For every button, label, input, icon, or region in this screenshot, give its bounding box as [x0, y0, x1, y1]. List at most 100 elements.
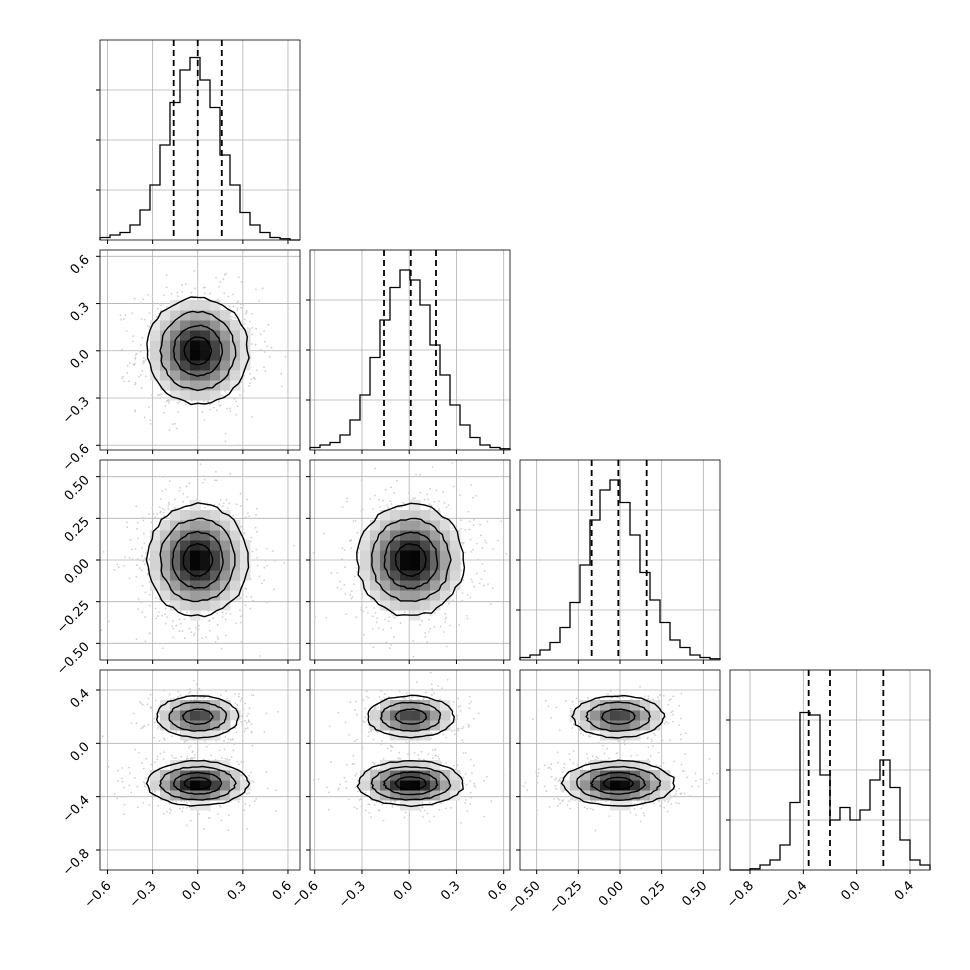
- scatter-point: [259, 655, 262, 657]
- scatter-point: [398, 690, 401, 693]
- density-cell: [180, 540, 191, 551]
- density-cell: [160, 530, 171, 541]
- scatter-point: [155, 699, 157, 702]
- scatter-point: [224, 736, 227, 738]
- scatter-point: [141, 337, 144, 339]
- scatter-point: [253, 800, 256, 802]
- scatter-point: [353, 583, 355, 586]
- density-cell: [170, 300, 181, 311]
- scatter-point: [139, 559, 142, 562]
- scatter-point: [176, 427, 178, 430]
- scatter-point: [462, 725, 465, 728]
- scatter-point: [145, 777, 147, 780]
- contour-line: [183, 336, 213, 366]
- density-cell: [170, 570, 181, 581]
- scatter-point: [180, 800, 183, 803]
- scatter-point: [372, 738, 375, 741]
- scatter-point: [202, 758, 205, 761]
- density-cell: [220, 560, 231, 571]
- scatter-point: [469, 803, 472, 805]
- scatter-point: [471, 581, 474, 583]
- scatter-point: [163, 737, 166, 740]
- scatter-point: [264, 370, 267, 372]
- scatter-point: [391, 805, 394, 808]
- scatter-point: [123, 380, 125, 383]
- scatter-point: [157, 611, 160, 613]
- scatter-point: [135, 505, 138, 508]
- panel-frame: [99, 249, 301, 451]
- scatter-point: [462, 776, 465, 779]
- scatter-point: [234, 693, 236, 695]
- density-cell: [160, 590, 171, 601]
- scatter-point: [220, 648, 223, 650]
- density-cell: [180, 360, 191, 371]
- scatter-point: [221, 757, 223, 759]
- density-cell: [160, 540, 171, 551]
- density-cell: [190, 340, 201, 351]
- scatter-point: [161, 647, 164, 650]
- scatter-point: [120, 318, 123, 321]
- scatter-point: [459, 709, 462, 712]
- scatter-point: [124, 555, 126, 558]
- scatter-point: [226, 408, 228, 410]
- scatter-point: [461, 727, 463, 730]
- scatter-point: [464, 529, 467, 531]
- corner-plot-panels: −0.8 −0.4 0.0 0.4−0.6−0.30.00.30.6−0.50−0.2…: [54, 39, 931, 917]
- scatter-point: [143, 532, 145, 535]
- density-cell: [220, 360, 231, 371]
- scatter-point: [241, 597, 244, 600]
- scatter-point: [202, 697, 205, 699]
- density-cell: [200, 530, 211, 541]
- density-cell: [240, 360, 251, 371]
- scatter-point: [128, 784, 131, 787]
- scatter-point: [220, 394, 223, 396]
- scatter-point: [368, 812, 371, 814]
- scatter-point: [500, 520, 503, 523]
- density-cell: [230, 590, 241, 601]
- scatter-point: [389, 500, 392, 503]
- density-cell: [170, 540, 181, 551]
- scatter-point: [157, 805, 160, 807]
- scatter-point: [280, 372, 283, 375]
- scatter-point: [239, 699, 242, 702]
- density-cell: [200, 710, 211, 721]
- density-cell: [200, 550, 211, 561]
- scatter-point: [445, 616, 448, 619]
- scatter-point: [393, 616, 396, 619]
- scatter-point: [245, 721, 248, 724]
- scatter-point: [145, 552, 147, 554]
- scatter-point: [472, 524, 475, 527]
- density-cell: [380, 580, 391, 591]
- scatter-point: [249, 607, 251, 610]
- density-cell: [190, 540, 201, 551]
- scatter-point: [391, 746, 394, 749]
- scatter-point: [236, 405, 239, 408]
- scatter-point: [263, 366, 265, 369]
- scatter-point: [412, 655, 415, 658]
- scatter-point: [188, 482, 191, 485]
- scatter-point: [223, 748, 226, 751]
- tick-label-y: −0.6: [60, 441, 93, 474]
- scatter-point: [158, 725, 160, 727]
- scatter-point: [225, 690, 227, 692]
- density-cell: [210, 320, 221, 331]
- density-cell: [220, 700, 231, 711]
- density-cell: [160, 350, 171, 361]
- density-cell: [220, 540, 231, 551]
- scatter-point: [372, 646, 375, 649]
- scatter-point: [144, 557, 147, 560]
- scatter-point: [131, 548, 133, 551]
- density-cell: [200, 300, 211, 311]
- panel-frame: [99, 39, 301, 241]
- density-cell: [440, 520, 451, 531]
- density-cell: [210, 300, 221, 311]
- scatter-point: [222, 278, 225, 281]
- scatter-point: [483, 815, 486, 818]
- scatter-point: [367, 731, 370, 734]
- scatter-point: [138, 567, 141, 570]
- scatter-point: [250, 596, 253, 599]
- density-cell: [380, 530, 391, 541]
- density-cell: [190, 390, 201, 401]
- scatter-point: [137, 608, 140, 610]
- scatter-point: [350, 590, 353, 593]
